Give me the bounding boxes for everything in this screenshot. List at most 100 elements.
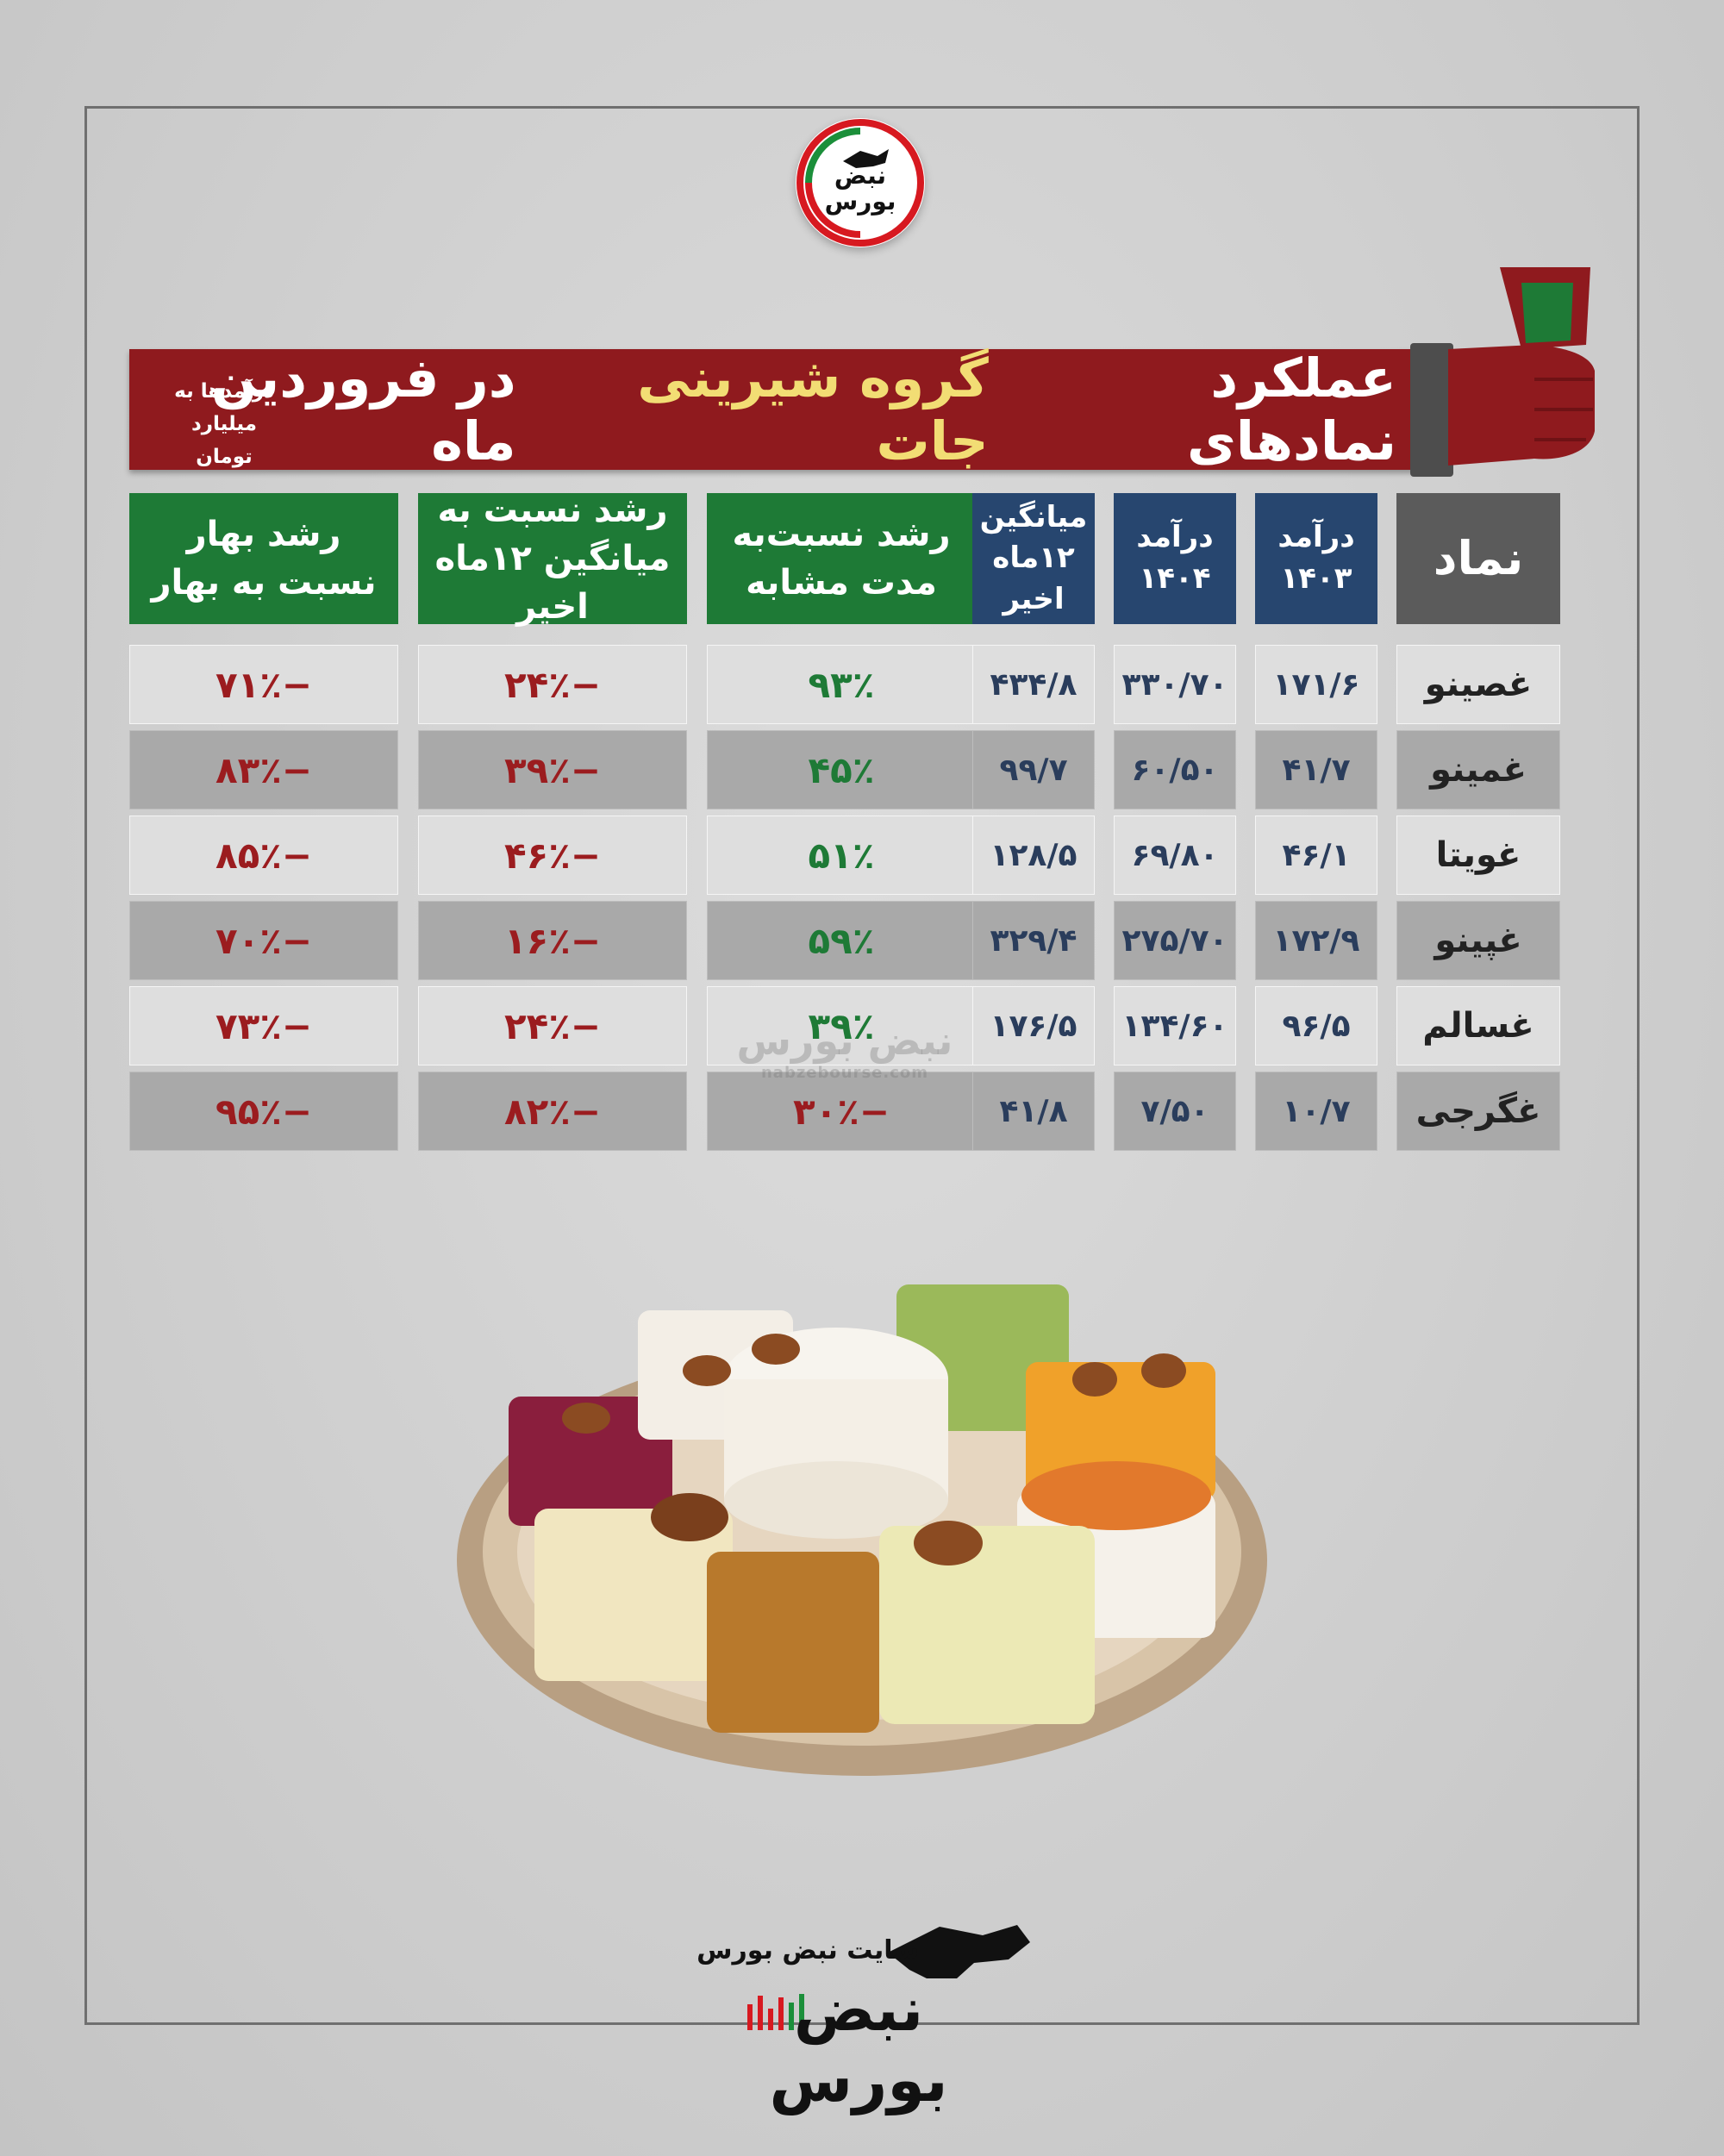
cell-avg12: ۱۷۶/۵ (972, 986, 1095, 1066)
value-text: −۴۶٪ (503, 834, 602, 877)
header-symbol: نماد (1396, 493, 1560, 624)
watermark-url: nabzebourse.com (760, 1064, 929, 1082)
logo-ring-icon (796, 119, 924, 247)
cell-rev1404: ۶۹/۸۰ (1114, 816, 1236, 895)
value-text: ۶۹/۸۰ (1131, 837, 1219, 873)
header-rev1403: درآمد ۱۴۰۳ (1255, 493, 1377, 624)
value-text: −۷۰٪ (215, 919, 313, 962)
symbol-name: غویتا (1435, 835, 1521, 875)
cell-symbol: غسالم (1396, 986, 1560, 1066)
value-text: ۳۳۰/۷۰ (1121, 666, 1228, 703)
cell-rev1404: ۲۷۵/۷۰ (1114, 901, 1236, 980)
cell-vs-avg-growth: −۲۴٪ (418, 986, 687, 1066)
value-text: ۹۳٪ (808, 663, 875, 706)
watermark: نبض بورس nabzebourse.com (724, 1017, 965, 1082)
value-text: ۴۱/۷ (1282, 752, 1351, 788)
cell-yoy-growth: −۳۰٪ (707, 1072, 976, 1151)
value-text: −۲۴٪ (503, 663, 602, 706)
cell-symbol: غگرجی (1396, 1072, 1560, 1151)
unit-note: درآمدها به میلیارد تومان (174, 380, 274, 468)
value-text: −۸۵٪ (215, 834, 313, 877)
value-text: ۵۱٪ (808, 834, 875, 877)
banner-cuff (1410, 343, 1453, 477)
value-text: ۴۳۴/۸ (990, 666, 1078, 703)
cell-rev1404: ۷/۵۰ (1114, 1072, 1236, 1151)
cell-vs-avg-growth: −۱۶٪ (418, 901, 687, 980)
cell-avg12: ۱۲۸/۵ (972, 816, 1095, 895)
cell-rev1403: ۱۷۲/۹ (1255, 901, 1377, 980)
bull-icon (843, 149, 889, 168)
cell-symbol: غپینو (1396, 901, 1560, 980)
sweets-plate-image (457, 1284, 1267, 1776)
value-text: ۱۲۸/۵ (990, 837, 1078, 873)
cell-rev1403: ۹۶/۵ (1255, 986, 1377, 1066)
title-banner: عملکرد نمادهای گروه شیرینی جات در فروردی… (129, 347, 1431, 472)
cell-spring-growth: −۹۵٪ (129, 1072, 398, 1151)
header-vs-avg-growth: رشد نسبت به میانگین ۱۲ماه اخیر (418, 491, 687, 627)
value-text: ۳۹٪ (808, 1004, 875, 1047)
cell-spring-growth: −۸۵٪ (129, 816, 398, 895)
header-rev1404: درآمد ۱۴۰۴ (1114, 493, 1236, 624)
value-text: ۳۲۹/۴ (990, 922, 1078, 959)
value-text: ۴۱/۸ (999, 1093, 1068, 1129)
hand-holding-card-icon (1448, 267, 1595, 466)
cell-yoy-growth: ۵۹٪ (707, 901, 976, 980)
cell-yoy-growth: ۳۹٪ (707, 986, 976, 1066)
value-text: −۳۹٪ (503, 748, 602, 791)
cell-avg12: ۴۱/۸ (972, 1072, 1095, 1151)
value-text: ۴۶/۱ (1282, 837, 1351, 873)
cell-rev1404: ۱۳۴/۶۰ (1114, 986, 1236, 1066)
cell-avg12: ۹۹/۷ (972, 730, 1095, 809)
cell-vs-avg-growth: −۴۶٪ (418, 816, 687, 895)
cell-spring-growth: −۷۱٪ (129, 645, 398, 724)
value-text: ۱۷۶/۵ (990, 1008, 1078, 1044)
cell-spring-growth: −۷۰٪ (129, 901, 398, 980)
title-pre: عملکرد نمادهای (1186, 347, 1396, 472)
value-text: −۸۲٪ (503, 1090, 602, 1133)
value-text: ۹۶/۵ (1282, 1008, 1351, 1044)
cell-rev1404: ۶۰/۵۰ (1114, 730, 1236, 809)
value-text: ۹۹/۷ (999, 752, 1068, 788)
cell-vs-avg-growth: −۳۹٪ (418, 730, 687, 809)
value-text: ۵۹٪ (808, 919, 875, 962)
value-text: ۱۰/۷ (1282, 1093, 1351, 1129)
value-text: ۷/۵۰ (1140, 1093, 1209, 1129)
header-avg12: میانگین ۱۲ماه اخیر (972, 493, 1095, 624)
header-yoy-growth: رشد نسبت‌به مدت مشابه (707, 493, 976, 624)
page-title: عملکرد نمادهای گروه شیرینی جات در فروردی… (129, 347, 1396, 472)
value-text: ۴۵٪ (808, 748, 875, 791)
footer-site-label: سایت نبض بورس (696, 1935, 919, 1965)
value-text: ۱۷۱/۶ (1272, 666, 1360, 703)
value-text: −۷۱٪ (215, 663, 313, 706)
symbol-name: غسالم (1422, 1006, 1534, 1046)
header-spring-growth: رشد بهار نسبت به بهار (129, 493, 398, 624)
value-text: −۲۴٪ (503, 1004, 602, 1047)
footer-bull-icon (747, 1925, 1030, 2030)
symbol-name: غگرجی (1415, 1091, 1541, 1131)
symbol-name: غمینو (1430, 750, 1527, 790)
cell-yoy-growth: ۹۳٪ (707, 645, 976, 724)
value-text: ۱۳۴/۶۰ (1121, 1008, 1228, 1044)
value-text: −۹۵٪ (215, 1090, 313, 1133)
value-text: −۷۳٪ (215, 1004, 313, 1047)
value-text: ۲۷۵/۷۰ (1121, 922, 1228, 959)
cell-yoy-growth: ۴۵٪ (707, 730, 976, 809)
cell-rev1403: ۴۶/۱ (1255, 816, 1377, 895)
cell-rev1403: ۱۷۱/۶ (1255, 645, 1377, 724)
value-text: ۶۰/۵۰ (1131, 752, 1219, 788)
logo-text: نبض بورس (824, 161, 896, 216)
cell-yoy-growth: ۵۱٪ (707, 816, 976, 895)
title-post: در فروردین ماه (211, 347, 516, 472)
value-text: −۳۰٪ (792, 1090, 890, 1133)
brand-logo: نبض بورس (796, 118, 925, 247)
value-text: −۱۶٪ (503, 919, 602, 962)
cell-avg12: ۳۲۹/۴ (972, 901, 1095, 980)
watermark-brand: نبض بورس (736, 1017, 953, 1064)
cell-rev1403: ۴۱/۷ (1255, 730, 1377, 809)
cell-rev1404: ۳۳۰/۷۰ (1114, 645, 1236, 724)
cell-vs-avg-growth: −۸۲٪ (418, 1072, 687, 1151)
title-highlight: گروه شیرینی جات (637, 347, 989, 472)
cell-spring-growth: −۸۳٪ (129, 730, 398, 809)
footer-brand: نبض بورس (769, 1974, 948, 2115)
cell-vs-avg-growth: −۲۴٪ (418, 645, 687, 724)
